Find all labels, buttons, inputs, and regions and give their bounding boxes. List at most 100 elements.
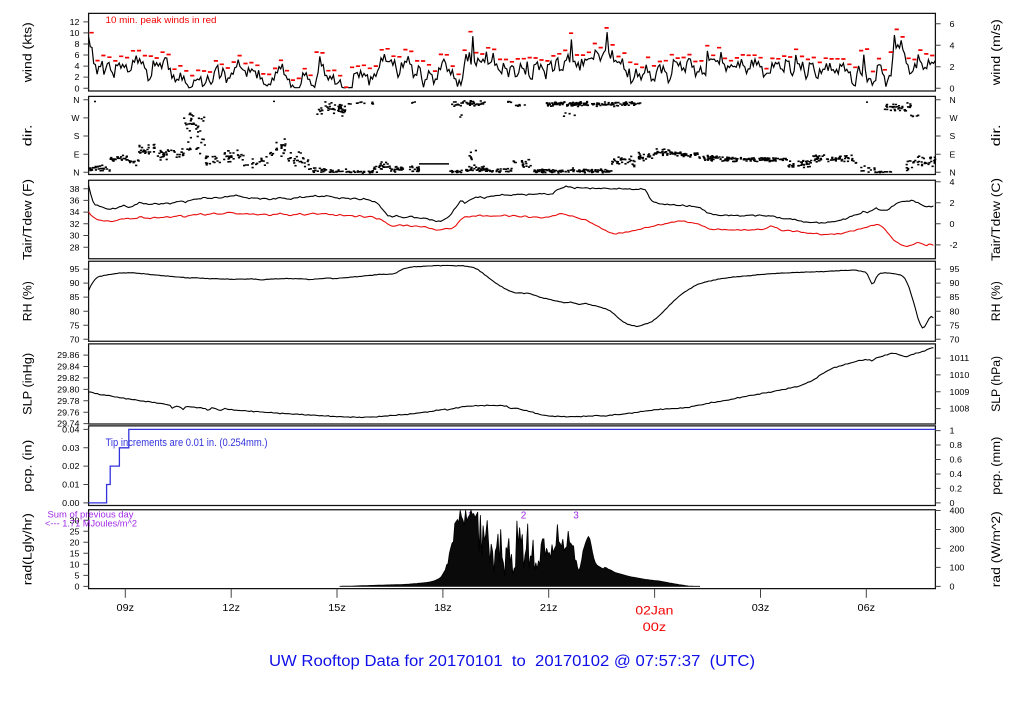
svg-text:36: 36 (70, 196, 80, 206)
svg-text:dir.: dir. (989, 124, 1003, 146)
svg-text:10: 10 (70, 559, 80, 569)
svg-text:S: S (950, 131, 956, 141)
svg-text:6: 6 (950, 19, 955, 29)
svg-text:Tair/Tdew (C): Tair/Tdew (C) (989, 178, 1003, 261)
svg-text:20: 20 (70, 537, 80, 547)
svg-text:0: 0 (950, 582, 955, 592)
svg-text:3: 3 (573, 511, 579, 522)
svg-text:1011: 1011 (950, 353, 970, 363)
svg-text:2: 2 (75, 72, 80, 82)
svg-text:00z: 00z (643, 620, 667, 634)
svg-text:RH (%): RH (%) (21, 281, 35, 321)
svg-text:4: 4 (75, 61, 80, 71)
svg-text:0.2: 0.2 (950, 484, 963, 494)
svg-text:rad(Lgly/hr): rad(Lgly/hr) (21, 513, 35, 585)
svg-text:0.8: 0.8 (950, 440, 963, 450)
svg-text:S: S (74, 131, 80, 141)
svg-text:0: 0 (950, 219, 955, 229)
svg-text:SLP (hPa): SLP (hPa) (989, 356, 1003, 412)
svg-text:0.01: 0.01 (62, 480, 80, 490)
svg-text:29.84: 29.84 (57, 362, 80, 372)
svg-text:75: 75 (950, 320, 960, 330)
svg-text:03z: 03z (752, 603, 770, 614)
svg-text:Tair/Tdew (F): Tair/Tdew (F) (21, 179, 35, 260)
svg-text:W: W (950, 113, 959, 123)
svg-text:30: 30 (70, 231, 80, 241)
svg-text:90: 90 (950, 278, 960, 288)
svg-text:SLP (inHg): SLP (inHg) (21, 353, 35, 415)
svg-text:0.00: 0.00 (62, 498, 80, 508)
svg-text:80: 80 (950, 306, 960, 316)
svg-text:29.76: 29.76 (57, 407, 80, 417)
svg-text:70: 70 (70, 334, 80, 344)
svg-text:18z: 18z (434, 603, 452, 614)
svg-text:0.03: 0.03 (62, 443, 80, 453)
svg-text:0.4: 0.4 (950, 469, 963, 479)
svg-text:1: 1 (950, 426, 955, 436)
svg-text:N: N (73, 95, 79, 105)
svg-text:10: 10 (70, 28, 80, 38)
svg-text:10 min. peak winds in red: 10 min. peak winds in red (106, 15, 217, 25)
svg-text:29.82: 29.82 (57, 373, 80, 383)
svg-text:N: N (950, 95, 956, 105)
svg-text:0: 0 (75, 83, 80, 93)
svg-text:29.78: 29.78 (57, 396, 80, 406)
svg-text:28: 28 (70, 242, 80, 252)
svg-text:12z: 12z (222, 603, 240, 614)
svg-text:UW Rooftop Data for 20170101: UW Rooftop Data for 20170101 to 20170102… (269, 653, 755, 670)
svg-text:-2: -2 (950, 240, 958, 250)
svg-text:6: 6 (75, 50, 80, 60)
svg-text:1010: 1010 (950, 370, 970, 380)
svg-text:70: 70 (950, 334, 960, 344)
svg-text:0.04: 0.04 (62, 425, 80, 435)
svg-text:80: 80 (70, 306, 80, 316)
svg-text:95: 95 (950, 264, 960, 274)
svg-text:30: 30 (70, 515, 80, 525)
svg-text:75: 75 (70, 320, 80, 330)
svg-text:rad (W/m^2): rad (W/m^2) (989, 511, 1003, 587)
svg-text:200: 200 (950, 544, 965, 554)
svg-text:02Jan: 02Jan (635, 604, 673, 618)
svg-text:N: N (950, 167, 956, 177)
svg-text:0: 0 (950, 498, 955, 508)
svg-text:pcp. (in): pcp. (in) (21, 440, 35, 492)
svg-text:25: 25 (70, 526, 80, 536)
svg-text:85: 85 (950, 292, 960, 302)
svg-text:E: E (950, 149, 956, 159)
svg-text:12: 12 (70, 17, 80, 27)
svg-text:100: 100 (950, 563, 965, 573)
svg-text:400: 400 (950, 506, 965, 516)
svg-text:8: 8 (75, 39, 80, 49)
svg-text:2: 2 (950, 198, 955, 208)
svg-text:dir.: dir. (21, 124, 35, 146)
svg-text:09z: 09z (117, 603, 135, 614)
svg-text:85: 85 (70, 292, 80, 302)
svg-text:1008: 1008 (950, 404, 970, 414)
svg-text:N: N (73, 167, 79, 177)
svg-text:Tip increments are 0.01 in. (0: Tip increments are 0.01 in. (0.254mm.) (106, 437, 268, 449)
svg-text:W: W (71, 113, 80, 123)
svg-text:0: 0 (75, 582, 80, 592)
svg-text:38: 38 (70, 184, 80, 194)
svg-text:2: 2 (950, 62, 955, 72)
svg-text:21z: 21z (540, 603, 558, 614)
svg-text:06z: 06z (858, 603, 876, 614)
svg-text:wind (kts): wind (kts) (21, 22, 35, 83)
svg-text:34: 34 (70, 207, 80, 217)
svg-text:1009: 1009 (950, 387, 970, 397)
svg-text:90: 90 (70, 278, 80, 288)
svg-text:300: 300 (950, 525, 965, 535)
svg-text:15z: 15z (328, 603, 346, 614)
svg-text:0.02: 0.02 (62, 461, 80, 471)
svg-text:32: 32 (70, 219, 80, 229)
svg-text:29.74: 29.74 (57, 419, 80, 429)
svg-text:95: 95 (70, 264, 80, 274)
svg-text:wind (m/s): wind (m/s) (989, 19, 1003, 86)
svg-text:pcp. (mm): pcp. (mm) (989, 437, 1003, 495)
svg-text:0.6: 0.6 (950, 455, 963, 465)
svg-text:15: 15 (70, 548, 80, 558)
svg-text:2: 2 (521, 511, 527, 522)
svg-text:4: 4 (950, 40, 955, 50)
svg-text:29.86: 29.86 (57, 350, 80, 360)
svg-text:4: 4 (950, 177, 955, 187)
